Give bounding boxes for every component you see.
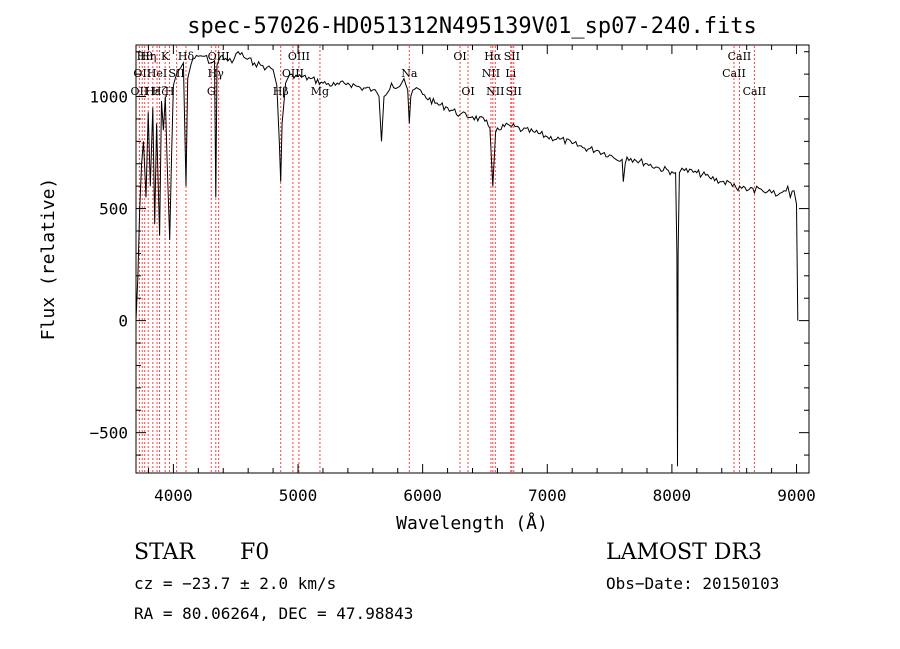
line-label-24: Li (505, 67, 516, 80)
plot-frame (135, 44, 810, 474)
line-label-19: OI (453, 50, 466, 63)
line-label-25: SII (504, 50, 520, 63)
y-tick-label-2: 500 (99, 200, 128, 219)
line-label-2: Hθ (137, 50, 154, 63)
line-label-18: Na (401, 67, 418, 80)
line-label-27: CaII (722, 67, 746, 80)
x-axis-label: Wavelength (Å) (396, 512, 548, 534)
line-label-5: HeI (147, 67, 167, 80)
y-tick-label-1: 0 (118, 312, 128, 331)
x-tick-label-0: 4000 (154, 486, 193, 505)
line-label-29: CaII (743, 85, 767, 98)
line-label-21: NII (482, 67, 500, 80)
x-tick-label-1: 5000 (279, 486, 318, 505)
y-tick-label-0: −500 (89, 424, 128, 443)
line-label-23: NII (486, 85, 504, 98)
x-tick-label-2: 6000 (403, 486, 442, 505)
spectral-line-markers (138, 46, 755, 472)
x-tick-label-3: 7000 (528, 486, 567, 505)
survey-name: LAMOST DR3 (606, 540, 762, 565)
line-label-26: SII (506, 85, 522, 98)
line-label-28: CaII (728, 50, 752, 63)
line-label-0: OII (131, 85, 149, 98)
x-tick-label-5: 9000 (777, 486, 816, 505)
line-label-4: Hε (145, 85, 161, 98)
line-label-10: Hδ (178, 50, 195, 63)
line-label-14: Hβ (273, 85, 289, 98)
line-label-6: Hζ (152, 85, 168, 98)
object-subclass: F0 (240, 540, 269, 565)
chart-title: spec-57026-HD051312N495139V01_sp07-240.f… (187, 14, 757, 39)
redshift-velocity: cz = −23.7 ± 2.0 km/s (134, 574, 336, 593)
line-label-15: OIII (282, 67, 304, 80)
object-class: STAR (134, 540, 196, 565)
line-label-1: OII (133, 67, 151, 80)
line-label-17: Mg (311, 85, 329, 98)
line-label-3: Hη (140, 50, 156, 63)
line-label-11: G (207, 85, 216, 98)
line-label-20: OI (461, 85, 474, 98)
y-tick-label-3: 1000 (89, 88, 128, 107)
line-label-16: OIII (288, 50, 310, 63)
line-label-22: Hα (484, 50, 502, 63)
line-label-7: K (161, 50, 170, 63)
line-label-12: Hγ (208, 67, 225, 80)
y-axis-ticks: −500 0 500 1000 (89, 51, 809, 456)
observation-date: Obs−Date: 20150103 (606, 574, 779, 593)
coordinates: RA = 80.06264, DEC = 47.98843 (134, 604, 413, 623)
flux-series-line (135, 50, 799, 467)
x-axis-ticks: 4000 5000 6000 7000 8000 9000 (147, 45, 816, 505)
line-label-8: H (165, 85, 175, 98)
spectral-line-labels: OIIOIIHθHηHεHeIHζKHSIIHδGHγOIIIHβOIIIOII… (131, 50, 767, 98)
y-axis-label: Flux (relative) (38, 178, 59, 341)
x-tick-label-4: 8000 (653, 486, 692, 505)
